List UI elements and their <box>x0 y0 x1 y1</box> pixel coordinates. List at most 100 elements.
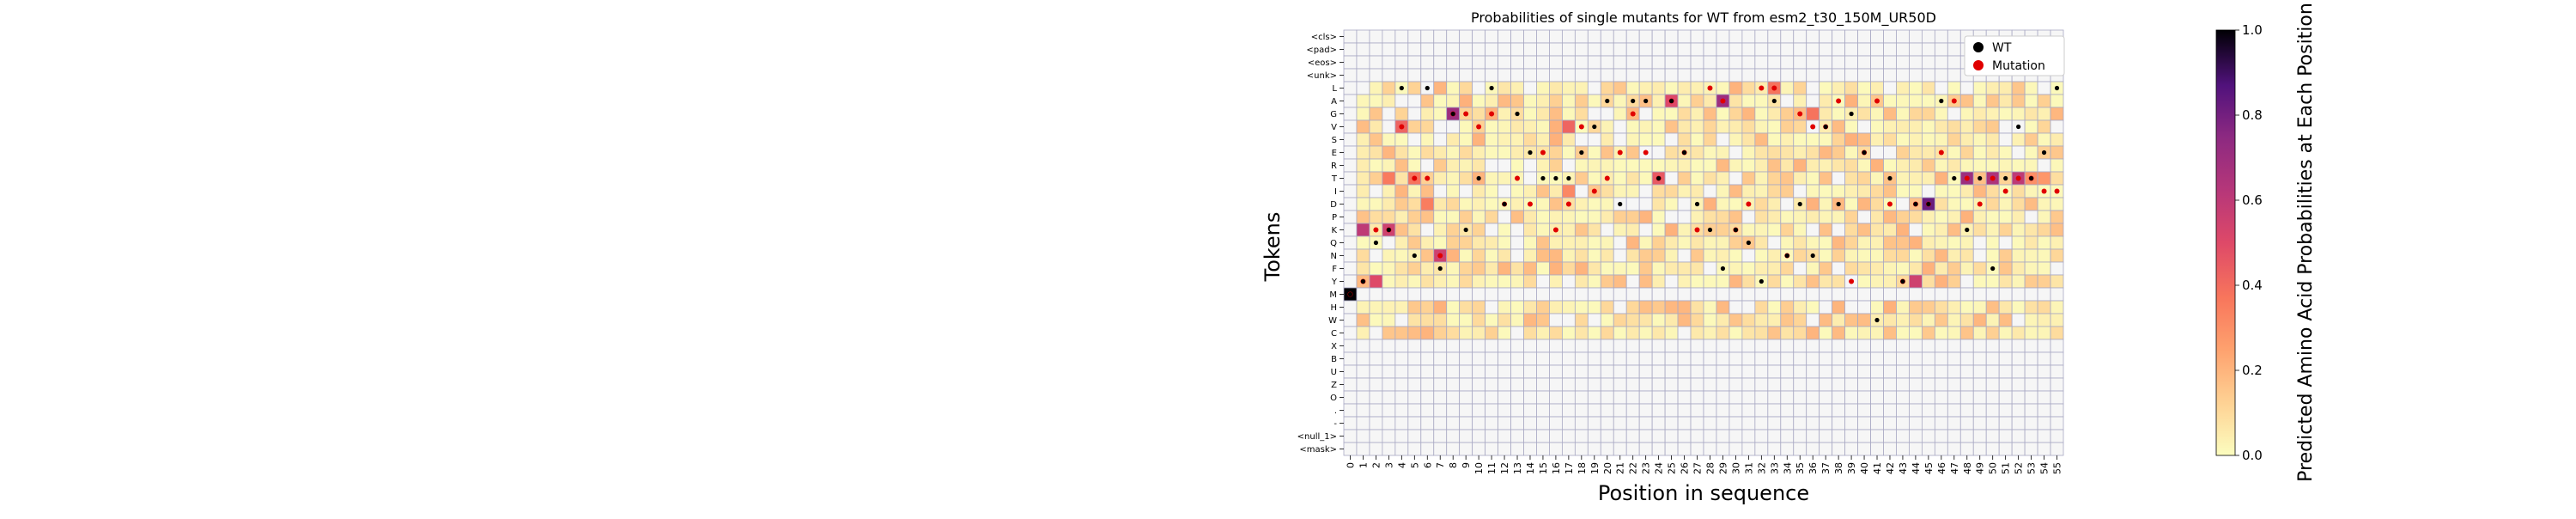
heatmap-cell <box>1638 261 1653 276</box>
heatmap-cell <box>1459 184 1473 198</box>
heatmap-cell <box>1382 261 1396 276</box>
heatmap-cell <box>1536 339 1550 353</box>
y-tick-label: S <box>1332 136 1337 145</box>
heatmap-cell <box>1638 339 1653 353</box>
heatmap-cell <box>1806 184 1820 198</box>
heatmap-cell <box>1638 416 1653 430</box>
heatmap-cell <box>1407 210 1422 224</box>
heatmap-cell <box>1459 132 1473 147</box>
mutation-marker <box>1515 175 1521 181</box>
wt-marker <box>1360 278 1366 284</box>
heatmap-cell <box>1921 94 1935 108</box>
y-tick-label: - <box>1334 419 1337 429</box>
heatmap-cell <box>1909 403 1923 418</box>
heatmap-cell <box>1780 171 1795 186</box>
heatmap-cell <box>1472 364 1486 379</box>
heatmap-cell <box>2024 442 2038 456</box>
heatmap-cell <box>1638 132 1653 147</box>
heatmap-cell <box>1407 158 1422 173</box>
heatmap-cell <box>1600 390 1614 405</box>
heatmap-cell <box>1716 107 1730 121</box>
heatmap-cell <box>1433 68 1448 82</box>
heatmap-cell <box>1498 158 1511 173</box>
heatmap-cell <box>1407 119 1422 134</box>
heatmap-cell <box>1638 68 1653 82</box>
heatmap-cell <box>1394 171 1409 186</box>
heatmap-cell <box>1972 223 1987 237</box>
heatmap-cell <box>1728 287 1743 302</box>
heatmap-cell <box>1394 261 1409 276</box>
x-tick-label: 43 <box>1898 462 1909 474</box>
heatmap-cell <box>1561 339 1576 353</box>
heatmap-cell <box>1510 81 1524 95</box>
heatmap-cell <box>1356 68 1370 82</box>
heatmap-cell <box>1651 429 1666 443</box>
heatmap-cell <box>1959 261 1974 276</box>
heatmap-cell <box>1343 300 1358 314</box>
heatmap-cell <box>1459 68 1473 82</box>
heatmap-cell <box>1664 42 1679 57</box>
heatmap-cell <box>1651 55 1666 70</box>
wt-marker <box>1656 175 1662 181</box>
heatmap-cell <box>1844 300 1858 314</box>
mutation-marker <box>1425 175 1431 181</box>
heatmap-cell <box>1523 235 1537 250</box>
x-tick-labels: 0 1 2 3 4 5 6 7 8 9 10 11 12 13 14 15 16 17 18 19 20 21 22 23 24… <box>1345 455 2063 474</box>
heatmap-cell <box>1394 223 1409 237</box>
heatmap-cell <box>1819 158 1833 173</box>
heatmap-cell <box>1433 326 1448 340</box>
heatmap-cell <box>1741 94 1756 108</box>
heatmap-cell <box>1985 351 2000 366</box>
heatmap-cell <box>1549 42 1563 57</box>
heatmap-cell <box>2011 429 2026 443</box>
heatmap-cell <box>1574 377 1589 392</box>
heatmap-cell <box>1985 442 2000 456</box>
heatmap-cell <box>1959 416 1974 430</box>
heatmap-cell <box>1703 235 1717 250</box>
heatmap-cell <box>1459 377 1473 392</box>
heatmap-cell <box>1651 119 1666 134</box>
heatmap-cell <box>1638 274 1653 289</box>
heatmap-cell <box>1870 274 1884 289</box>
heatmap-cell <box>1909 132 1923 147</box>
heatmap-cell <box>1690 339 1704 353</box>
heatmap-cell <box>1909 223 1923 237</box>
heatmap-cell <box>1394 184 1409 198</box>
heatmap-cell <box>1561 55 1576 70</box>
heatmap-cell <box>1613 81 1627 95</box>
heatmap-cell <box>1587 442 1601 456</box>
heatmap-cell <box>1947 274 1961 289</box>
heatmap-cell <box>1896 313 1910 327</box>
heatmap-cell <box>1613 442 1627 456</box>
heatmap-cell <box>1394 429 1409 443</box>
x-tick-label: 6 <box>1422 462 1433 468</box>
heatmap-cell <box>2050 313 2064 327</box>
heatmap-cell <box>1356 42 1370 57</box>
wt-marker <box>1566 175 1571 181</box>
heatmap-cell <box>1343 55 1358 70</box>
heatmap-cell <box>1985 119 2000 134</box>
heatmap-cell <box>1433 287 1448 302</box>
heatmap-cell <box>1883 248 1897 263</box>
heatmap-cell <box>1959 351 1974 366</box>
heatmap-cell <box>1934 429 1948 443</box>
heatmap-cell <box>1896 132 1910 147</box>
heatmap-cell <box>1549 184 1563 198</box>
colorbar-tick-label: 0.0 <box>2242 448 2263 463</box>
heatmap-cell <box>1651 287 1666 302</box>
heatmap-cell <box>1587 300 1601 314</box>
heatmap-cell <box>1716 313 1730 327</box>
colorbar-tick-label: 0.4 <box>2242 278 2263 293</box>
heatmap-cell <box>1369 313 1383 327</box>
heatmap-cell <box>1934 29 1948 44</box>
heatmap-cell <box>1498 210 1511 224</box>
heatmap-cell <box>1947 81 1961 95</box>
heatmap-cell <box>1446 171 1461 186</box>
heatmap-cell <box>1638 184 1653 198</box>
heatmap-cell <box>1767 442 1782 456</box>
wt-marker <box>1707 227 1713 233</box>
heatmap-cell <box>1934 223 1948 237</box>
heatmap-cell <box>1485 94 1498 108</box>
heatmap-cell <box>1472 235 1486 250</box>
y-tick-label: G <box>1330 110 1337 119</box>
